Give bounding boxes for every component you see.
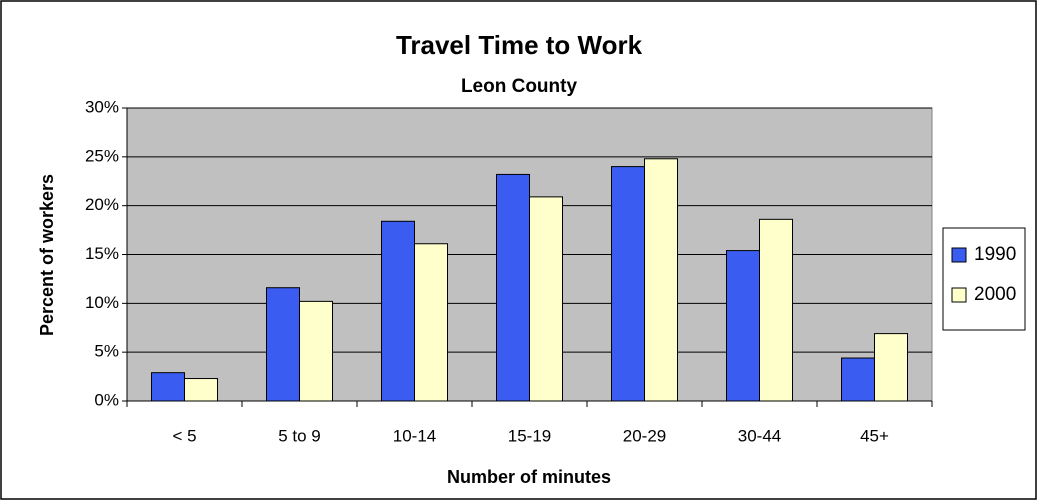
x-tick-label: 15-19 xyxy=(508,426,551,445)
bar xyxy=(299,300,333,402)
y-tick-label: 5% xyxy=(94,342,119,361)
bar xyxy=(496,173,530,402)
y-tick-label: 20% xyxy=(85,195,119,214)
x-tick-label: < 5 xyxy=(172,426,196,445)
x-tick-label: 20-29 xyxy=(623,426,666,445)
y-tick-label: 15% xyxy=(85,244,119,263)
legend-swatch xyxy=(951,247,967,263)
bar xyxy=(726,250,760,402)
bar xyxy=(759,218,793,402)
legend-label: 2000 xyxy=(974,284,1016,305)
bar xyxy=(151,372,185,402)
x-tick-label: 45+ xyxy=(860,426,889,445)
y-tick-label: 25% xyxy=(85,146,119,165)
bar xyxy=(266,287,300,402)
bar xyxy=(414,243,448,402)
bar xyxy=(381,220,415,402)
legend-label: 1990 xyxy=(974,244,1016,265)
x-tick-label: 5 to 9 xyxy=(278,426,321,445)
bar xyxy=(611,166,645,402)
chart-title: Travel Time to Work xyxy=(396,30,643,60)
y-tick-label: 0% xyxy=(94,390,119,409)
bar xyxy=(184,378,218,402)
legend-swatch xyxy=(951,287,967,303)
bar xyxy=(841,357,875,402)
y-tick-label: 10% xyxy=(85,293,119,312)
x-tick-label: 10-14 xyxy=(393,426,436,445)
chart-subtitle: Leon County xyxy=(461,76,578,97)
bar xyxy=(529,196,563,402)
y-axis-title: Percent of workers xyxy=(37,174,57,336)
x-axis-title: Number of minutes xyxy=(447,467,611,487)
legend xyxy=(942,227,1026,331)
bar xyxy=(874,333,908,402)
x-tick-label: 30-44 xyxy=(738,426,781,445)
bar xyxy=(644,158,678,402)
y-tick-label: 30% xyxy=(85,97,119,116)
